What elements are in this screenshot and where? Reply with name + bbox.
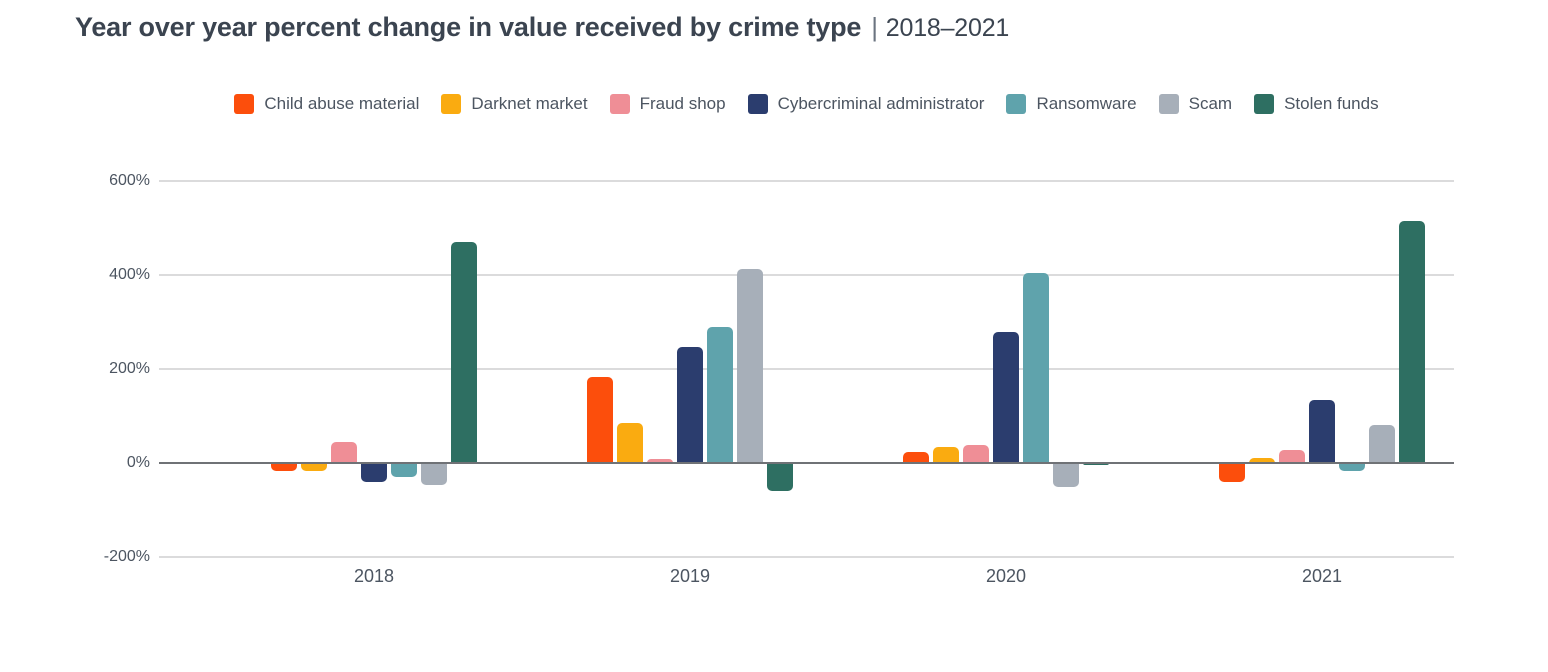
bar-2020-child-abuse-material bbox=[903, 452, 929, 463]
bar-2019-fraud-shop bbox=[647, 458, 673, 463]
legend-swatch-darknet-market bbox=[441, 94, 462, 114]
bar-2021-cybercriminal-administrator bbox=[1309, 400, 1335, 463]
bar-2019-scam bbox=[737, 269, 763, 463]
x-axis-label-2021: 2021 bbox=[1301, 566, 1343, 586]
y-axis-tick-400: 400% bbox=[109, 266, 150, 284]
gridline--200 bbox=[159, 555, 1454, 558]
gridline-400 bbox=[159, 274, 1454, 277]
x-axis-zero-line bbox=[159, 462, 1454, 464]
legend-label-stolen-funds: Stolen funds bbox=[1284, 94, 1379, 113]
gridline-200 bbox=[159, 368, 1454, 371]
legend-label-fraud-shop: Fraud shop bbox=[639, 94, 726, 113]
x-axis-label-2018: 2018 bbox=[353, 566, 395, 586]
chart-title: Year over year percent change in value r… bbox=[75, 12, 1009, 43]
legend-swatch-ransomware bbox=[1006, 94, 1027, 114]
legend-item-fraud-shop: Fraud shop bbox=[609, 94, 726, 114]
x-axis-label-2019: 2019 bbox=[669, 566, 711, 586]
bar-2019-cybercriminal-administrator bbox=[677, 346, 703, 463]
bar-2019-ransomware bbox=[707, 326, 733, 463]
legend-swatch-cybercriminal-administrator bbox=[747, 94, 768, 114]
bar-2018-darknet-market bbox=[301, 463, 327, 472]
bar-2020-scam bbox=[1053, 463, 1079, 488]
bar-2020-darknet-market bbox=[933, 447, 959, 463]
bar-2021-stolen-funds bbox=[1399, 220, 1425, 463]
bar-2018-cybercriminal-administrator bbox=[361, 463, 387, 483]
bar-2018-fraud-shop bbox=[331, 442, 357, 463]
legend-item-darknet-market: Darknet market bbox=[441, 94, 588, 114]
legend-item-stolen-funds: Stolen funds bbox=[1254, 94, 1379, 114]
chart-title-main: Year over year percent change in value r… bbox=[75, 12, 862, 42]
bar-2020-cybercriminal-administrator bbox=[993, 332, 1019, 463]
legend-item-scam: Scam bbox=[1158, 94, 1233, 114]
x-axis-label-2020: 2020 bbox=[985, 566, 1027, 586]
legend-item-child-abuse-material: Child abuse material bbox=[234, 94, 419, 114]
gridline-600 bbox=[159, 180, 1454, 183]
legend-label-darknet-market: Darknet market bbox=[471, 94, 588, 113]
chart-title-period: 2018–2021 bbox=[885, 14, 1010, 42]
legend-label-cybercriminal-administrator: Cybercriminal administrator bbox=[777, 94, 985, 113]
bar-2019-child-abuse-material bbox=[587, 376, 613, 463]
y-axis-tick-200: 200% bbox=[109, 360, 150, 378]
bar-2018-scam bbox=[421, 463, 447, 486]
legend-swatch-fraud-shop bbox=[609, 94, 630, 114]
chart-title-separator: | bbox=[871, 12, 878, 42]
legend: Child abuse material Darknet market Fraud … bbox=[159, 94, 1454, 114]
legend-label-scam: Scam bbox=[1188, 94, 1233, 113]
legend-item-cybercriminal-administrator: Cybercriminal administrator bbox=[747, 94, 985, 114]
legend-item-ransomware: Ransomware bbox=[1006, 94, 1137, 114]
legend-swatch-stolen-funds bbox=[1254, 94, 1275, 114]
bar-2021-child-abuse-material bbox=[1219, 463, 1245, 483]
bar-2018-stolen-funds bbox=[451, 242, 477, 463]
bar-2018-ransomware bbox=[391, 463, 417, 477]
bar-2021-darknet-market bbox=[1249, 457, 1275, 463]
bar-2020-ransomware bbox=[1023, 272, 1049, 463]
bar-2021-scam bbox=[1369, 424, 1395, 463]
bar-2019-darknet-market bbox=[617, 422, 643, 463]
bar-2018-child-abuse-material bbox=[271, 463, 297, 472]
y-axis-tick-600: 600% bbox=[109, 172, 150, 190]
y-axis-tick-0: 0% bbox=[126, 454, 150, 471]
bar-2019-stolen-funds bbox=[767, 463, 793, 492]
bar-2021-fraud-shop bbox=[1279, 450, 1305, 463]
bar-2021-ransomware bbox=[1339, 463, 1365, 471]
y-axis-tick--200: -200% bbox=[103, 547, 150, 565]
bar-2020-stolen-funds bbox=[1083, 463, 1109, 466]
legend-swatch-scam bbox=[1158, 94, 1179, 114]
legend-label-ransomware: Ransomware bbox=[1036, 94, 1137, 113]
legend-swatch-child-abuse-material bbox=[234, 94, 255, 114]
bar-2020-fraud-shop bbox=[963, 445, 989, 463]
legend-label-child-abuse-material: Child abuse material bbox=[264, 94, 420, 113]
